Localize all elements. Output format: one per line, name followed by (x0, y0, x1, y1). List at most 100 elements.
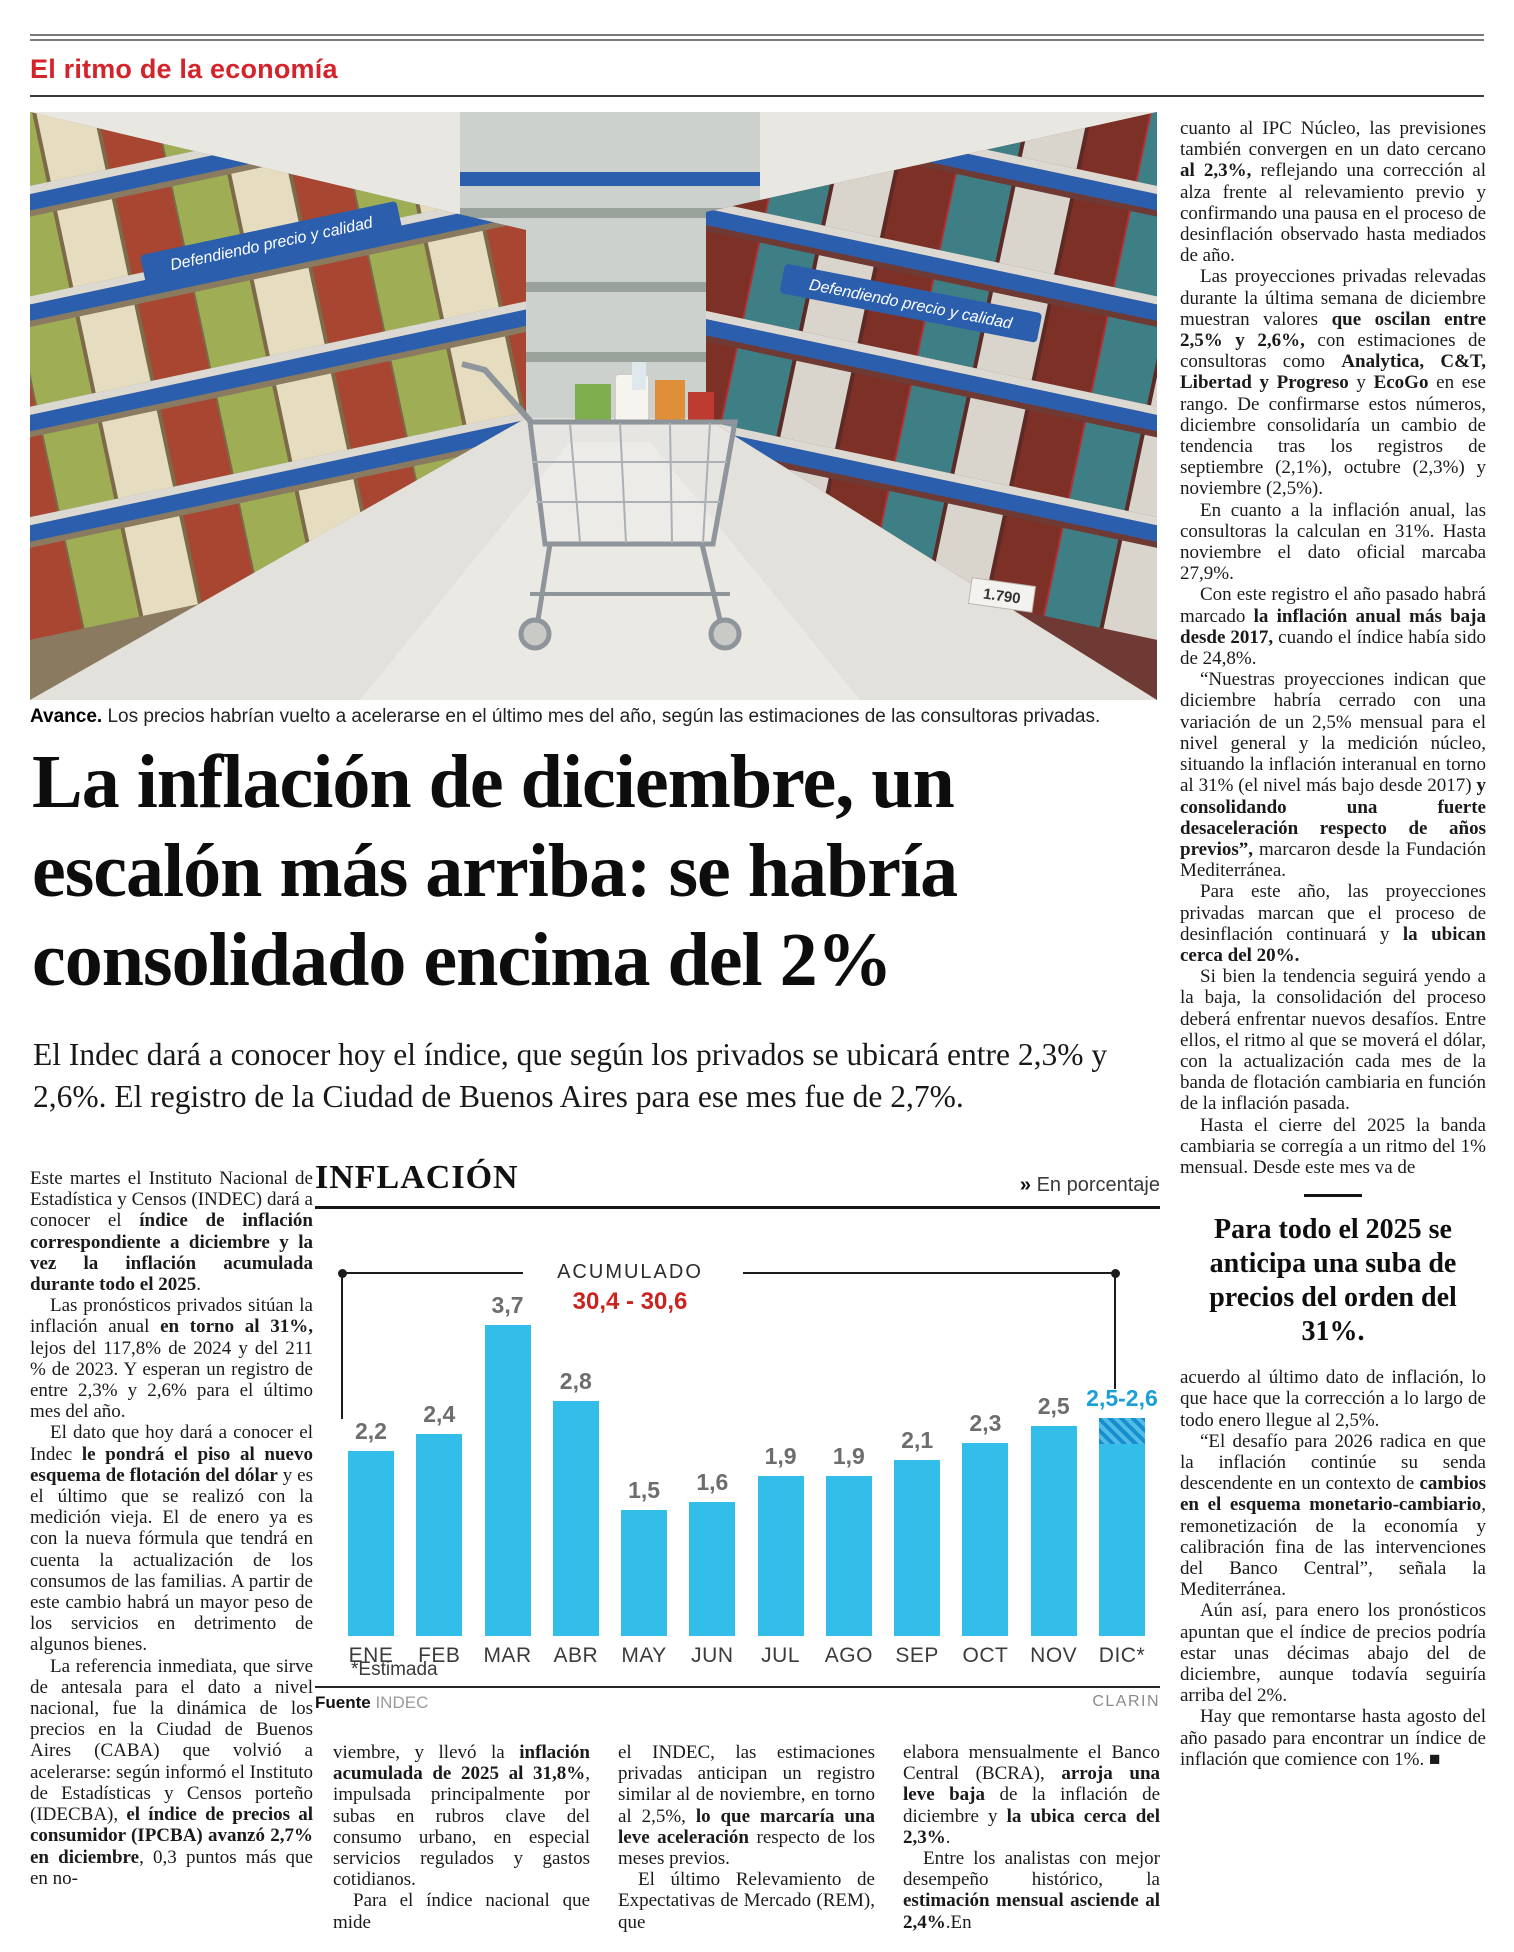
headline-line-2: escalón más arriba: se habría (32, 829, 958, 913)
paragraph: Para este año, las proyecciones privadas… (1180, 881, 1486, 966)
caption-lead: Avance. (30, 706, 103, 727)
bar-SEP (894, 1460, 941, 1636)
month-label-JUN: JUN (691, 1644, 734, 1667)
bracket-line-right (743, 1272, 1117, 1274)
inflation-chart: INFLACIÓN » En porcentaje ACUMULADO 30,4… (315, 1156, 1160, 1731)
paragraph: Para el índice nacional que mide (333, 1890, 590, 1933)
chart-plot: ACUMULADO 30,4 - 30,6 2,2 ENE 2,4 FEB 3,7 MAR… (315, 1209, 1160, 1667)
paragraph: viembre, y llevó la inflación acumulada … (333, 1742, 590, 1891)
bottom-column-row: viembre, y llevó la inflación acumulada … (333, 1742, 1160, 1933)
bar-ENE (348, 1451, 394, 1636)
paragraph: La referencia inmediata, que sirve de an… (30, 1655, 313, 1889)
bar-FEB (416, 1434, 463, 1636)
headline: La inflación de diciembre, un escalón má… (32, 738, 1162, 1005)
paragraph: el INDEC, las estimaciones privadas anti… (618, 1742, 876, 1870)
bracket-drop-left (341, 1273, 343, 1419)
bar-NOV (1030, 1426, 1077, 1636)
paragraph: Con este registro el año pasado habrá ma… (1180, 584, 1486, 670)
value-label-JUL: 1,9 (764, 1443, 797, 1469)
chevron-icon: » (1019, 1174, 1032, 1196)
value-label-ENE: 2,2 (355, 1418, 387, 1444)
value-label-JUN: 1,6 (696, 1469, 729, 1495)
month-label-DIC*: DIC* (1098, 1644, 1146, 1667)
bar-JUL (757, 1476, 804, 1636)
pull-quote: Para todo el 2025 se anticipa una suba d… (1209, 1214, 1457, 1348)
paragraph: En cuanto a la inflación anual, las cons… (1180, 499, 1486, 585)
chart-title: INFLACIÓN (315, 1159, 519, 1196)
bar-OCT (962, 1443, 1009, 1636)
bar-MAR (484, 1325, 531, 1636)
bracket-drop-right (1114, 1273, 1116, 1389)
value-label-OCT: 2,3 (969, 1410, 1002, 1436)
right-article-column: cuanto al IPC Núcleo, las previsiones ta… (1180, 118, 1486, 1770)
paragraph: Si bien la tendencia seguirá yendo a la … (1180, 966, 1486, 1115)
estimated-range-hatch (1098, 1418, 1145, 1444)
month-label-SEP: SEP (895, 1644, 939, 1667)
bracket-line-left (345, 1272, 523, 1274)
paragraph: elabora mensualmente el Banco Central (B… (903, 1742, 1161, 1848)
divider (30, 34, 1484, 36)
right-column-bottom: acuerdo al último dato de inflación, lo … (1180, 1367, 1486, 1770)
accumulated-value: 30,4 - 30,6 (572, 1288, 688, 1315)
value-label-NOV: 2,5 (1037, 1393, 1070, 1419)
bar-JUN (689, 1502, 736, 1636)
value-label-MAY: 1,5 (628, 1477, 661, 1503)
headline-line-3: consolidado encima del 2% (32, 918, 893, 1002)
value-label-ABR: 2,8 (559, 1368, 592, 1394)
value-label-MAR: 3,7 (491, 1292, 524, 1318)
paragraph: Aún así, para enero los pronósticos apun… (1180, 1600, 1486, 1707)
bar-ABR (552, 1401, 599, 1636)
bottom-column-3: elabora mensualmente el Banco Central (B… (903, 1742, 1160, 1933)
value-label-DIC*: 2,5-2,6 (1086, 1385, 1158, 1411)
article-photo: Defendiendo precio y calidad Defendiendo… (30, 112, 1157, 700)
right-column-top: cuanto al IPC Núcleo, las previsiones ta… (1180, 118, 1486, 1178)
paragraph: Hay que remontarse hasta agosto del año … (1180, 1706, 1486, 1770)
paragraph: “El desafío para 2026 radica en que la i… (1180, 1430, 1486, 1601)
subheadline: El Indec dará a conocer hoy el índice, q… (33, 1037, 1108, 1114)
chart-header: INFLACIÓN » En porcentaje (315, 1156, 1160, 1209)
month-label-JUL: JUL (761, 1644, 801, 1667)
caption-text: Los precios habrían vuelto a acelerarse … (102, 706, 1101, 727)
chart-credit: CLARIN (1092, 1693, 1160, 1710)
month-label-ENE: ENE (348, 1644, 394, 1667)
pull-quote-rule (1304, 1194, 1362, 1198)
shopping-cart (461, 361, 742, 651)
value-label-AGO: 1,9 (832, 1443, 865, 1469)
month-label-MAR: MAR (483, 1644, 532, 1667)
paragraph: “Nuestras proyecciones indican que dicie… (1180, 669, 1486, 882)
paragraph: cuanto al IPC Núcleo, las previsiones ta… (1180, 118, 1486, 267)
left-article-column: Este martes el Instituto Nacional de Est… (30, 1168, 313, 1889)
month-label-MAY: MAY (621, 1644, 667, 1667)
month-label-OCT: OCT (962, 1644, 1009, 1667)
chart-unit-note: » En porcentaje (1019, 1174, 1160, 1196)
divider (30, 39, 1484, 41)
bar-MAY (621, 1510, 668, 1636)
value-label-SEP: 2,1 (901, 1427, 934, 1453)
photo-caption: Avance. Los precios habrían vuelto a ace… (30, 706, 1157, 728)
paragraph: Hasta el cierre del 2025 la banda cambia… (1180, 1114, 1486, 1178)
section-title: El ritmo de la economía (30, 54, 338, 84)
month-label-NOV: NOV (1030, 1644, 1078, 1667)
month-label-AGO: AGO (824, 1644, 873, 1667)
headline-line-1: La inflación de diciembre, un (32, 740, 955, 824)
month-label-ABR: ABR (553, 1644, 599, 1667)
paragraph: El dato que hoy dará a conocer el Indec … (30, 1422, 313, 1656)
paragraph: Las pronósticos privados sitúan la infla… (30, 1295, 313, 1423)
price-tag: 1.790 (967, 577, 1037, 613)
bottom-column-2: el INDEC, las estimaciones privadas anti… (618, 1742, 875, 1933)
chart-source: Fuente INDEC (315, 1693, 429, 1712)
month-label-FEB: FEB (418, 1644, 461, 1667)
bottom-column-1: viembre, y llevó la inflación acumulada … (333, 1742, 590, 1933)
paragraph: El último Relevamiento de Expectativas d… (618, 1869, 875, 1933)
bar-DIC* (1098, 1418, 1145, 1636)
paragraph: Entre los analistas con mejor desempeño … (903, 1848, 1160, 1933)
bar-AGO (825, 1476, 872, 1636)
value-label-FEB: 2,4 (423, 1401, 456, 1427)
chart-footnote: *Estimada (351, 1659, 438, 1680)
supermarket-aisle-illustration: Defendiendo precio y calidad Defendiendo… (30, 112, 1157, 700)
section-header: El ritmo de la economía (30, 34, 1484, 97)
paragraph: acuerdo al último dato de inflación, lo … (1180, 1367, 1486, 1431)
accumulated-label: ACUMULADO (557, 1261, 703, 1283)
chart-footer: Fuente INDEC CLARIN (315, 1686, 1160, 1713)
